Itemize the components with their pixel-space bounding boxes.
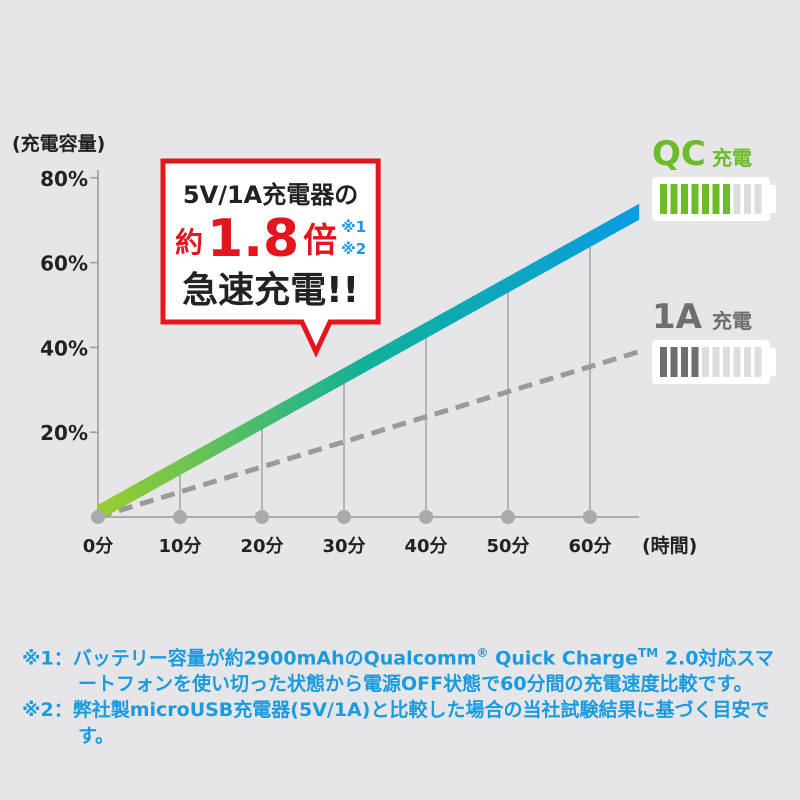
y-tick-label: 80% — [40, 167, 88, 191]
one-a-battery-cell — [733, 347, 741, 377]
callout-line3: 急速充電!! — [182, 270, 359, 311]
qc-legend: QC 充電 — [652, 134, 776, 221]
one-a-legend-suffix: 充電 — [712, 309, 752, 333]
qc-battery-cell — [681, 184, 688, 214]
qc-battery-cell — [744, 184, 751, 214]
y-tick-label: 60% — [40, 252, 88, 276]
x-tick-label: 40分 — [404, 536, 447, 557]
qc-battery-cell — [712, 184, 720, 214]
qc-legend-suffix: 充電 — [712, 146, 752, 170]
one-a-battery-cell — [691, 347, 699, 377]
footnote-text: 2.0対応スマートフォンを使い切った状態から電源OFF状態で60分間の充電速度比… — [78, 647, 774, 696]
x-tick-label: 0分 — [83, 536, 114, 557]
qc-battery-cell — [691, 184, 699, 214]
callout-value: 1.8 — [207, 209, 299, 269]
qc-battery-cell — [733, 184, 741, 214]
one-a-battery-cell — [754, 347, 762, 377]
qc-battery-cell — [670, 184, 678, 214]
one-a-battery-cell — [723, 347, 730, 377]
callout-note1: ※1 — [341, 218, 366, 236]
one-a-battery-cell — [660, 347, 667, 377]
footnotes: ※1：バッテリー容量が約2900mAhのQualcomm® Quick Char… — [22, 640, 792, 749]
x-tick-dot — [255, 510, 269, 524]
footnote-text: 弊社製microUSB充電器(5V/1A)と比較した場合の当社試験結果に基づく目… — [72, 699, 770, 748]
footnote-mark: ※1： — [22, 647, 73, 670]
one-a-legend: 1A 充電 — [652, 297, 776, 384]
x-tick-dot — [501, 510, 515, 524]
footnote-1: ※1：バッテリー容量が約2900mAhのQualcomm® Quick Char… — [22, 640, 792, 697]
series-qc-line — [98, 203, 640, 521]
one-a-battery-terminal — [768, 348, 776, 376]
x-tick-dot — [173, 510, 187, 524]
callout-line1: 5V/1A充電器の — [183, 181, 358, 209]
qc-battery-terminal — [768, 185, 776, 213]
y-tick-label: 40% — [40, 336, 88, 360]
one-a-legend-prefix: 1A — [652, 297, 703, 337]
qc-battery-cell — [723, 184, 730, 214]
x-tick-dot — [583, 510, 597, 524]
qc-battery-icon — [652, 177, 770, 221]
qc-battery-cell — [660, 184, 667, 214]
one-a-battery-cell — [702, 347, 709, 377]
one-a-battery-cell — [681, 347, 688, 377]
x-tick-dot — [337, 510, 351, 524]
footnote-mark: ※2： — [22, 699, 73, 722]
footnote-text: バッテリー容量が約2900mAhのQualcomm — [72, 647, 477, 670]
x-tick-dot — [419, 510, 433, 524]
x-tick-label: 10分 — [158, 536, 201, 557]
x-tick-label: 20分 — [240, 536, 283, 557]
qc-battery-cell — [702, 184, 709, 214]
x-axis-label: (時間) — [642, 535, 697, 557]
x-tick-label: 50分 — [486, 536, 529, 557]
trademark: TM — [638, 646, 659, 660]
y-axis-label: (充電容量) — [12, 132, 105, 155]
callout-bubble — [160, 158, 381, 358]
qc-battery-cell — [754, 184, 762, 214]
x-tick-label: 30分 — [322, 536, 365, 557]
one-a-battery-cell — [712, 347, 720, 377]
y-tick-label: 20% — [40, 421, 88, 445]
qc-legend-prefix: QC — [652, 134, 706, 174]
x-tick-dot — [91, 510, 105, 524]
callout-prefix: 約 — [175, 226, 203, 259]
one-a-battery-cell — [744, 347, 751, 377]
one-a-battery-icon — [652, 340, 770, 384]
registered-mark: ® — [476, 646, 489, 660]
charge-chart: (充電容量) (時間) 20% 40% 60% 80% 0分 10分 20分 30分 40分 50分 6… — [12, 132, 776, 557]
footnote-text: Quick Charge — [488, 647, 639, 670]
one-a-battery-cell — [670, 347, 678, 377]
footnote-2: ※2：弊社製microUSB充電器(5V/1A)と比較した場合の当社試験結果に基… — [22, 697, 792, 749]
series-1a-line — [97, 349, 640, 520]
callout-note2: ※2 — [341, 240, 366, 258]
callout-suffix: 倍 — [303, 221, 337, 261]
x-tick-label: 60分 — [568, 536, 611, 557]
